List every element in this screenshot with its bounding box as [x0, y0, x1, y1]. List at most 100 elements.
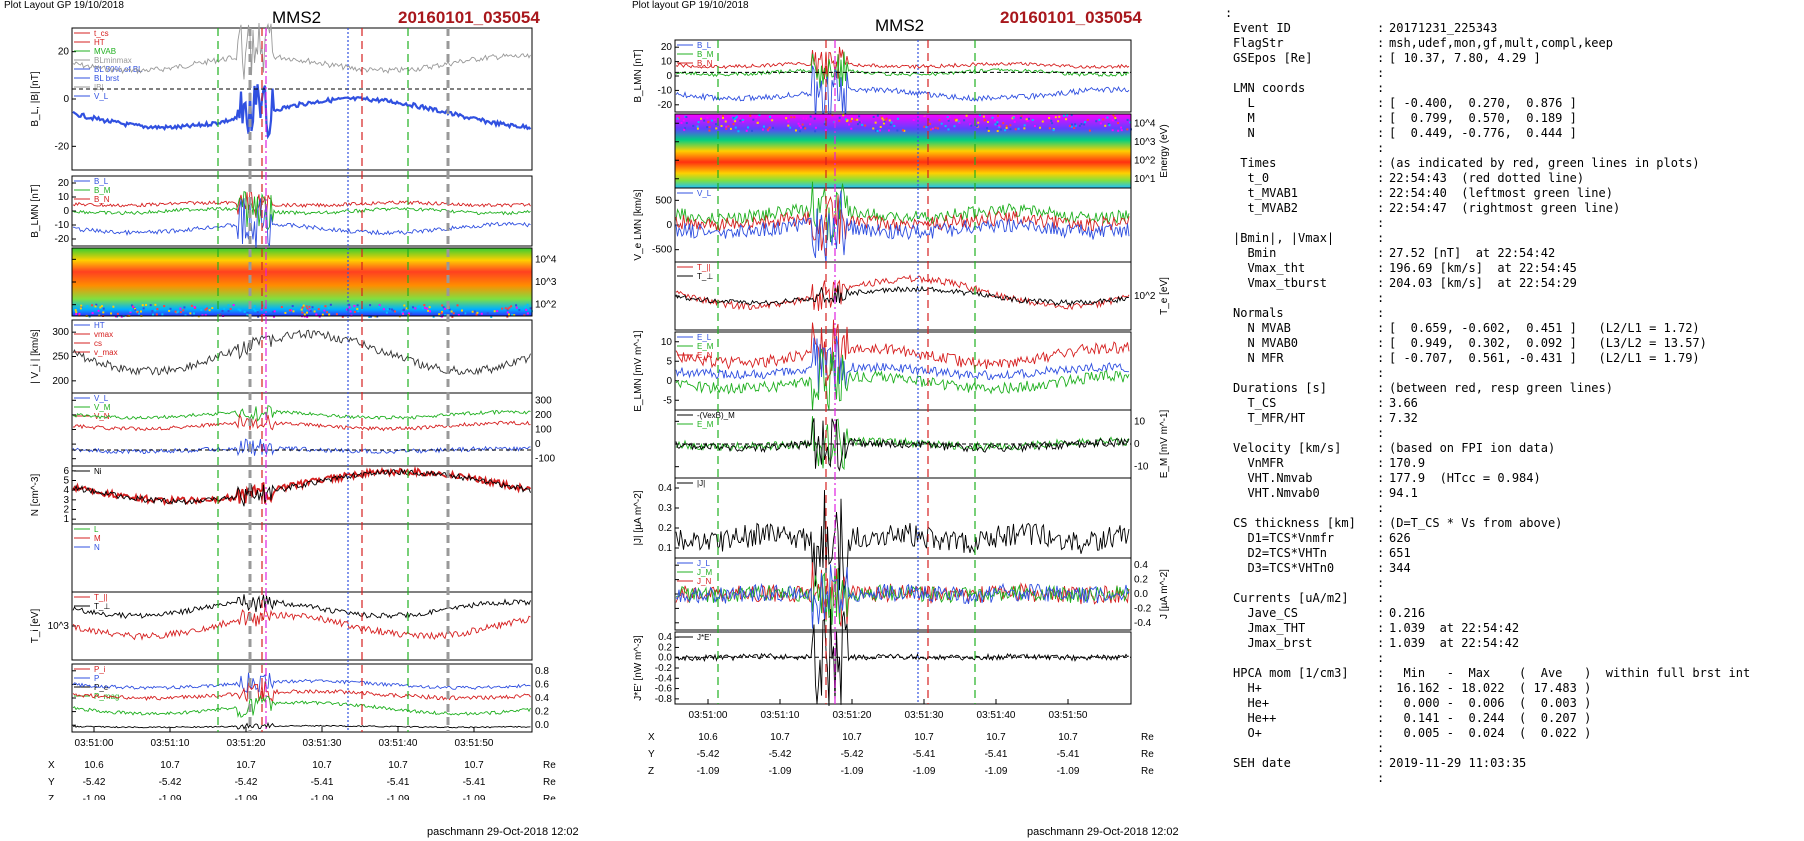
spectrogram-pixel — [323, 309, 326, 312]
info-colon: : — [1377, 516, 1385, 530]
info-value: 94.1 — [1389, 486, 1418, 500]
info-colon: : — [1377, 726, 1385, 740]
spectrogram-pixel — [376, 315, 379, 318]
spectrogram-pixel — [1027, 117, 1030, 120]
panel-frame-4 — [71, 319, 533, 394]
info-key: N MVAB — [1233, 321, 1291, 335]
spectrogram-pixel — [1095, 120, 1098, 123]
spectrogram-pixel — [315, 313, 318, 316]
spectrogram-pixel — [179, 307, 182, 310]
spectrogram-pixel — [734, 120, 737, 123]
spectrogram-pixel — [685, 122, 688, 125]
ytick-label: 20 — [661, 42, 673, 53]
spectrogram-pixel — [858, 115, 861, 118]
spectrogram-pixel — [1005, 124, 1008, 127]
spectrogram-pixel — [953, 125, 956, 128]
spectrogram-pixel — [938, 119, 941, 122]
spectrogram-pixel — [260, 308, 263, 311]
spectrogram-pixel — [923, 125, 926, 128]
spectrogram-pixel — [428, 310, 431, 313]
spectrogram-pixel — [77, 313, 80, 316]
spectrogram-pixel — [901, 129, 904, 132]
trace-6-2 — [675, 418, 1130, 472]
spectrogram-pixel — [889, 123, 892, 126]
spectrogram-pixel — [504, 307, 507, 310]
spectrogram-pixel — [100, 305, 103, 308]
spectrogram-pixel — [345, 308, 348, 311]
info-key: HPCA mom [1/cm3] — [1233, 666, 1349, 680]
ytick-label: 0 — [666, 71, 672, 82]
spectrogram-pixel — [141, 304, 144, 307]
spectrogram-pixel — [1084, 121, 1087, 124]
spectrogram-pixel — [882, 122, 885, 125]
spectrogram-pixel — [168, 309, 171, 312]
ytick-label: -10 — [658, 85, 673, 96]
info-colon: : — [1377, 456, 1385, 470]
spectrogram-pixel — [490, 315, 493, 318]
legend-label: N — [94, 543, 100, 552]
ytick-label: 0.4 — [658, 483, 672, 494]
spectrogram-pixel — [163, 305, 166, 308]
spectrogram-pixel — [742, 120, 745, 123]
spectrogram-pixel — [462, 312, 465, 315]
spectrogram-pixel — [193, 306, 196, 309]
info-key: N MFR — [1233, 351, 1284, 365]
spectrogram-pixel — [977, 121, 980, 124]
ytick-label: -100 — [535, 454, 555, 465]
spectrogram-pixel — [696, 125, 699, 128]
info-value: 196.69 [km/s] at 22:54:45 — [1389, 261, 1577, 275]
panel-ylabel-9: J*E' [nW m^-3] — [633, 635, 644, 701]
spectrogram-pixel — [1113, 115, 1116, 118]
info-key: t_MVAB1 — [1233, 186, 1299, 200]
info-key: L — [1233, 96, 1255, 110]
spectrogram-pixel — [944, 125, 947, 128]
spectrogram-pixel — [444, 307, 447, 310]
ytick-label: 5 — [666, 356, 672, 367]
spectrogram-pixel — [1117, 122, 1120, 125]
info-key: Vmax_tburst — [1233, 276, 1327, 290]
info-colon: : — [1377, 441, 1385, 455]
spectrogram-pixel — [74, 309, 77, 312]
legend-label: J_N — [697, 577, 711, 586]
ytick-label: 0.6 — [535, 679, 549, 690]
spectrogram-pixel — [391, 308, 394, 311]
legend-label: B_M — [697, 50, 714, 59]
legend-label: HT — [94, 38, 105, 47]
fig2-footer: paschmann 29-Oct-2018 12:02 — [1027, 826, 1179, 838]
position-value: 10.7 — [842, 732, 862, 743]
legend-label: BL brst — [94, 74, 120, 83]
spectrogram-pixel — [440, 312, 443, 315]
spectrogram-pixel — [1012, 116, 1015, 119]
spectrogram-pixel — [227, 310, 230, 313]
info-colon: : — [1377, 471, 1385, 485]
fig1-footer: paschmann 29-Oct-2018 12:02 — [427, 826, 579, 838]
spectrogram-pixel — [1011, 117, 1014, 120]
spectrogram-pixel — [996, 130, 999, 133]
ytick-label: -10 — [55, 220, 70, 231]
spectrogram-pixel — [1017, 127, 1020, 130]
spectrogram-pixel — [1070, 114, 1073, 117]
info-value: 20171231_225343 — [1389, 21, 1498, 35]
spectrogram-pixel — [732, 123, 735, 126]
ytick-label: 10^2 — [1134, 155, 1156, 166]
spectrogram-pixel — [1020, 115, 1023, 118]
spectrogram-pixel — [151, 310, 154, 313]
info-colon: : — [1377, 291, 1385, 305]
info-value: [ -0.707, 0.561, -0.431 ] (L2/L1 = 1.79) — [1389, 351, 1700, 365]
info-value: [ -0.400, 0.270, 0.876 ] — [1389, 96, 1577, 110]
spectrogram-pixel — [102, 311, 105, 314]
spectrogram-pixel — [80, 304, 83, 307]
spectrogram-pixel — [280, 305, 283, 308]
spectrogram-pixel — [518, 309, 521, 312]
spectrogram-pixel — [1066, 114, 1069, 117]
panel-ylabel-6: N [cm^-3] — [30, 474, 41, 517]
info-colon: : — [1377, 381, 1385, 395]
info-key: N MVAB0 — [1233, 336, 1299, 350]
panel-frame-7 — [674, 477, 1132, 559]
spectrogram-pixel — [963, 119, 966, 122]
spectrogram-pixel — [139, 310, 142, 313]
info-key: D1=TCS*Vnmfr — [1233, 531, 1335, 545]
xtick-label: 03:51:20 — [833, 710, 872, 721]
spectrogram-pixel — [1088, 129, 1091, 132]
spectrogram-pixel — [739, 119, 742, 122]
